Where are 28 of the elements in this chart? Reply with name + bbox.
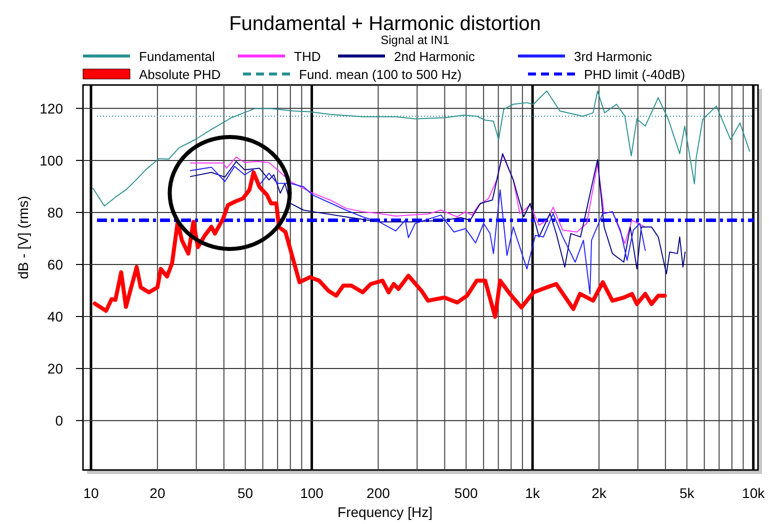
y-tick-label: 0 xyxy=(55,412,64,429)
x-axis-title: Frequency [Hz] xyxy=(338,504,432,520)
legend-label: PHD limit (-40dB) xyxy=(584,67,686,82)
legend-label: Absolute PHD xyxy=(139,67,221,82)
x-tick-label: 2k xyxy=(592,485,608,501)
x-tick-label: 100 xyxy=(300,485,324,501)
x-tick-label: 1k xyxy=(525,485,541,501)
y-tick-label: 100 xyxy=(40,152,64,168)
legend-label: Fund. mean (100 to 500 Hz) xyxy=(299,67,462,82)
chart-title: Fundamental + Harmonic distortion xyxy=(229,13,541,35)
y-tick-label: 80 xyxy=(47,204,64,220)
x-tick-label: 10k xyxy=(742,485,766,501)
x-tick-label: 500 xyxy=(454,485,478,501)
y-axis-title: dB - [V] (rms) xyxy=(15,196,31,280)
x-tick-label: 50 xyxy=(238,485,254,501)
y-tick-label: 120 xyxy=(40,100,64,116)
legend-label: THD xyxy=(294,49,321,64)
chart-subtitle: Signal at IN1 xyxy=(380,33,450,47)
legend-label: 3rd Harmonic xyxy=(574,49,653,64)
x-tick-label: 20 xyxy=(150,485,166,501)
y-tick-label: 60 xyxy=(47,256,64,272)
x-tick-label: 5k xyxy=(679,485,696,501)
legend-label: 2nd Harmonic xyxy=(394,49,476,64)
y-tick-label: 40 xyxy=(47,308,64,325)
x-tick-label: 200 xyxy=(366,485,390,501)
y-tick-label: 20 xyxy=(47,360,64,377)
x-tick-label: 10 xyxy=(83,485,99,501)
legend-label: Fundamental xyxy=(139,49,215,64)
